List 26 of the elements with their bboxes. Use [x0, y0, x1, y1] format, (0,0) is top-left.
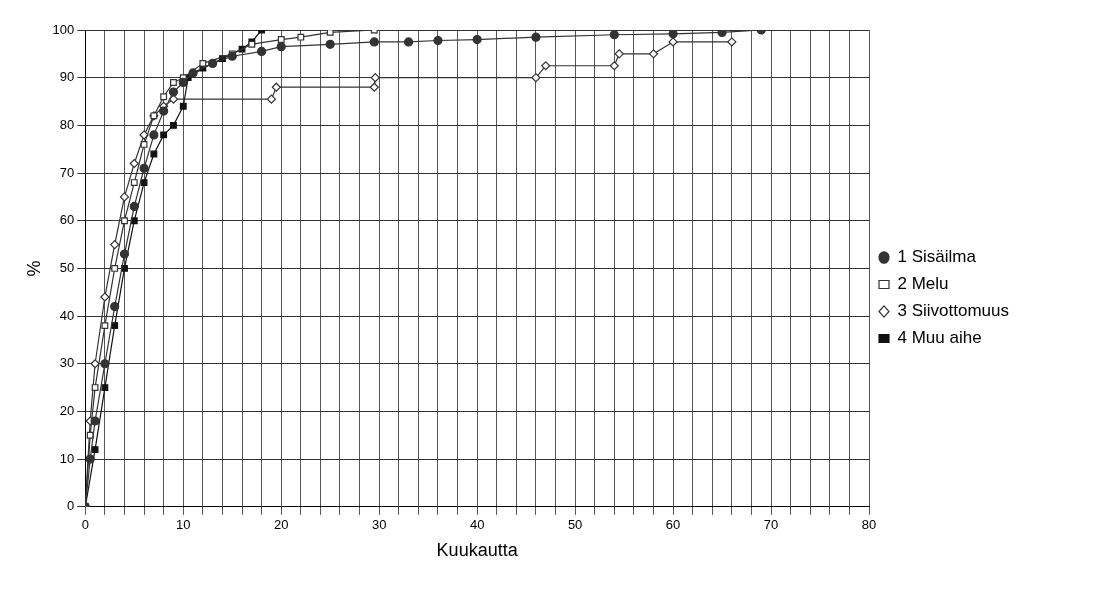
legend-label: 2 Melu	[897, 274, 949, 294]
y-tick-label: 80	[59, 116, 75, 132]
y-tick-label: 60	[59, 212, 75, 228]
x-tick-label: 30	[371, 517, 387, 533]
x-axis-title: Kuukautta	[436, 540, 519, 561]
x-tick-label: 10	[176, 517, 191, 533]
y-tick-label: 10	[59, 450, 75, 466]
x-tick-label: 70	[763, 517, 779, 533]
x-tick-label: 0	[81, 517, 89, 533]
x-tick-label: 20	[273, 517, 289, 533]
y-tick-label: 90	[59, 69, 75, 85]
x-tick-label: 60	[665, 517, 681, 533]
x-tick-label: 50	[567, 517, 583, 533]
y-tick-label: 0	[67, 498, 75, 514]
y-tick-label: 50	[59, 259, 75, 275]
y-tick-label: 30	[59, 355, 75, 371]
y-axis-title: %	[23, 260, 44, 277]
y-tick-label: 40	[59, 307, 75, 323]
y-tick-label: 70	[59, 164, 75, 180]
y-tick-label: 20	[59, 403, 75, 419]
y-tick-label: 100	[52, 21, 75, 37]
legend-label: 1 Sisäilma	[897, 247, 977, 267]
legend-label: 4 Muu aihe	[897, 328, 982, 348]
legend-label: 3 Siivottomuus	[897, 301, 1009, 321]
x-tick-label: 40	[469, 517, 485, 533]
x-tick-label: 80	[861, 517, 877, 533]
